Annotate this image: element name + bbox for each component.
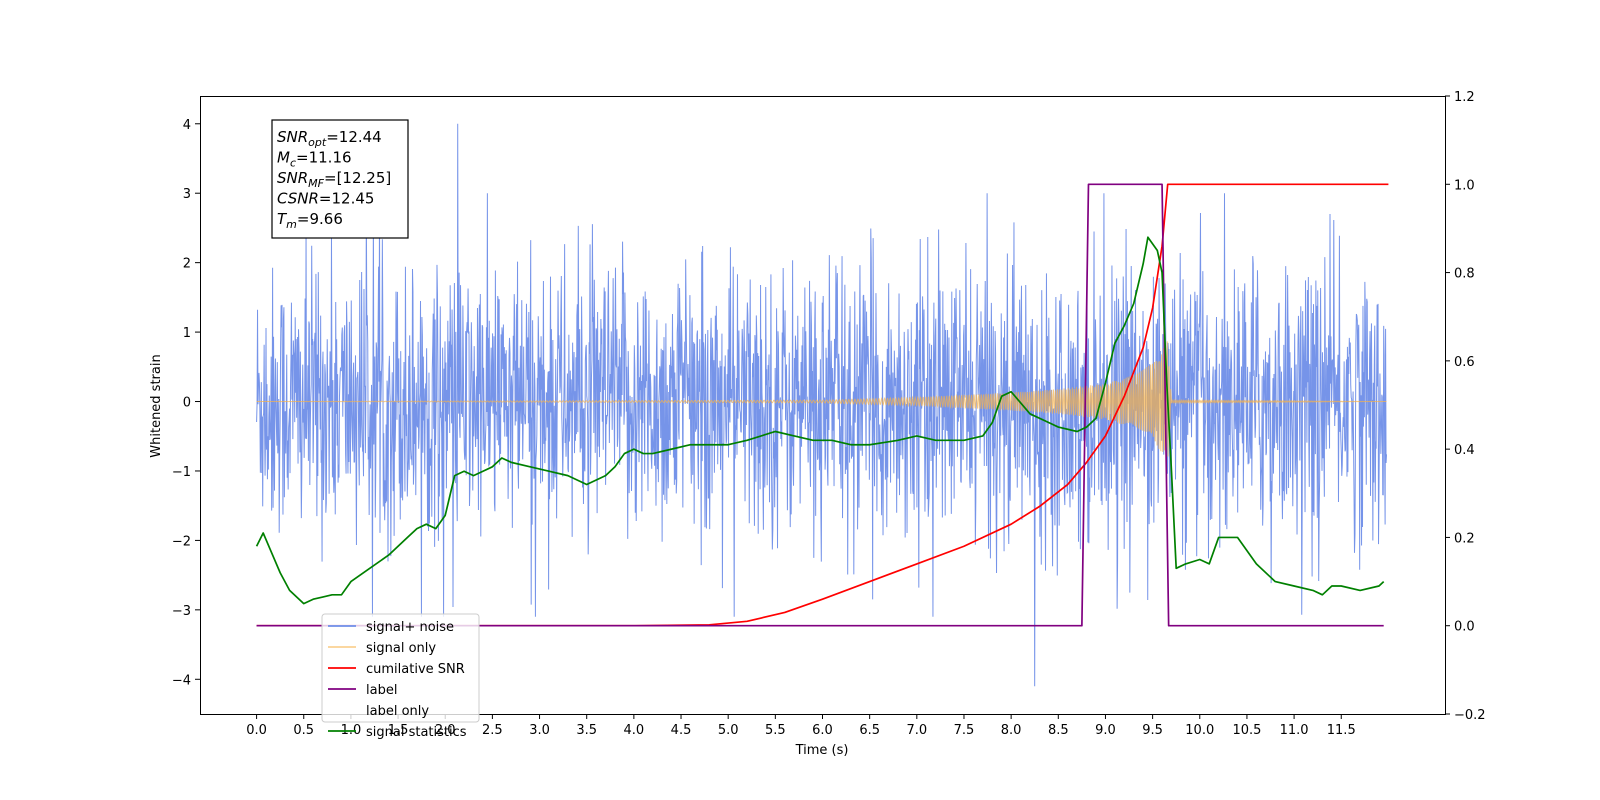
y-tick-label: −2 [172, 534, 191, 549]
y-tick-label: −4 [172, 673, 191, 688]
info-box: SNRopt=12.44Mc=11.16SNRMF=[12.25]CSNR=12… [271, 119, 409, 239]
y-tick-label: 2 [183, 257, 191, 272]
x-tick-label: 2.0 [435, 723, 456, 738]
x-tick-label: 5.0 [718, 723, 739, 738]
series-signal-only [256, 341, 1387, 457]
x-tick-label: 11.5 [1327, 723, 1356, 738]
y-tick-label: −3 [172, 604, 191, 619]
info-line: SNRopt=12.44 [277, 128, 382, 149]
x-tick-label: 9.5 [1142, 723, 1163, 738]
info-box-lines: SNRopt=12.44Mc=11.16SNRMF=[12.25]CSNR=12… [277, 128, 391, 231]
x-tick-label: 2.5 [482, 723, 503, 738]
info-line: Tm=9.66 [277, 210, 343, 231]
info-line: SNRMF=[12.25] [277, 169, 391, 190]
x-tick-label: 3.5 [576, 723, 597, 738]
x-tick-label: 11.0 [1280, 723, 1309, 738]
x-tick-label: 10.0 [1185, 723, 1214, 738]
legend-label: label only [366, 704, 429, 719]
y-tick-label: 0 [183, 396, 191, 411]
x-tick-label: 0.5 [293, 723, 314, 738]
plot-area [255, 123, 1389, 687]
x-tick-label: 9.0 [1095, 723, 1116, 738]
y-axis-label: Whitened strain [149, 354, 164, 457]
y2-tick-label: 0.8 [1454, 267, 1475, 282]
legend-label: label [366, 683, 397, 698]
y2-tick-label: 0.0 [1454, 620, 1475, 635]
x-tick-label: 10.5 [1232, 723, 1261, 738]
y2-tick-label: 0.4 [1454, 443, 1475, 458]
y-tick-label: −1 [172, 465, 191, 480]
y2-tick-label: 1.0 [1454, 178, 1475, 193]
series-signal-statistics [255, 236, 1385, 605]
x-axis-label: Time (s) [795, 743, 849, 758]
series-label [256, 183, 1384, 627]
y2-tick-label: 0.2 [1454, 531, 1475, 546]
x-tick-label: 8.0 [1001, 723, 1022, 738]
axes: 0.0 0.5 1.0 1.5 2.0 2.5 3.0 3.5 4.0 4.5 5.0 5.5 6.0 6… [172, 90, 1486, 738]
series-signal-noise [256, 123, 1388, 687]
legend-label: signal+ noise [366, 620, 454, 635]
x-tick-label: 7.5 [954, 723, 975, 738]
x-tick-label: 4.5 [671, 723, 692, 738]
x-tick-label: 7.0 [906, 723, 927, 738]
y2-tick-label: 0.6 [1454, 355, 1475, 370]
legend-frame [321, 613, 480, 723]
y-tick-label: 3 [183, 187, 191, 202]
x-tick-label: 8.5 [1048, 723, 1069, 738]
info-line: Mc=11.16 [277, 149, 352, 170]
x-tick-label: 5.5 [765, 723, 786, 738]
legend[interactable]: signal+ noise signal only cumilative SNR la… [321, 613, 480, 740]
legend-label: cumilative SNR [366, 662, 465, 677]
x-tick-label: 1.5 [388, 723, 409, 738]
y2-tick-label: −0.2 [1454, 708, 1486, 723]
legend-label: signal only [366, 641, 436, 656]
x-tick-label: 0.0 [246, 723, 267, 738]
x-tick-label: 6.5 [859, 723, 880, 738]
legend-label: signal statistics [366, 725, 467, 740]
x-tick-label: 3.0 [529, 723, 550, 738]
y-tick-label: 4 [183, 118, 191, 133]
x-tick-label: 6.0 [812, 723, 833, 738]
y2-tick-label: 1.2 [1454, 90, 1475, 105]
y-tick-label: 1 [183, 326, 191, 341]
legend-items: signal+ noise signal only cumilative SNR la… [328, 620, 467, 740]
x-tick-label: 4.0 [624, 723, 645, 738]
info-line: CSNR=12.45 [277, 190, 374, 208]
series-cumulative-snr [256, 183, 1389, 627]
info-box-frame [271, 119, 409, 239]
